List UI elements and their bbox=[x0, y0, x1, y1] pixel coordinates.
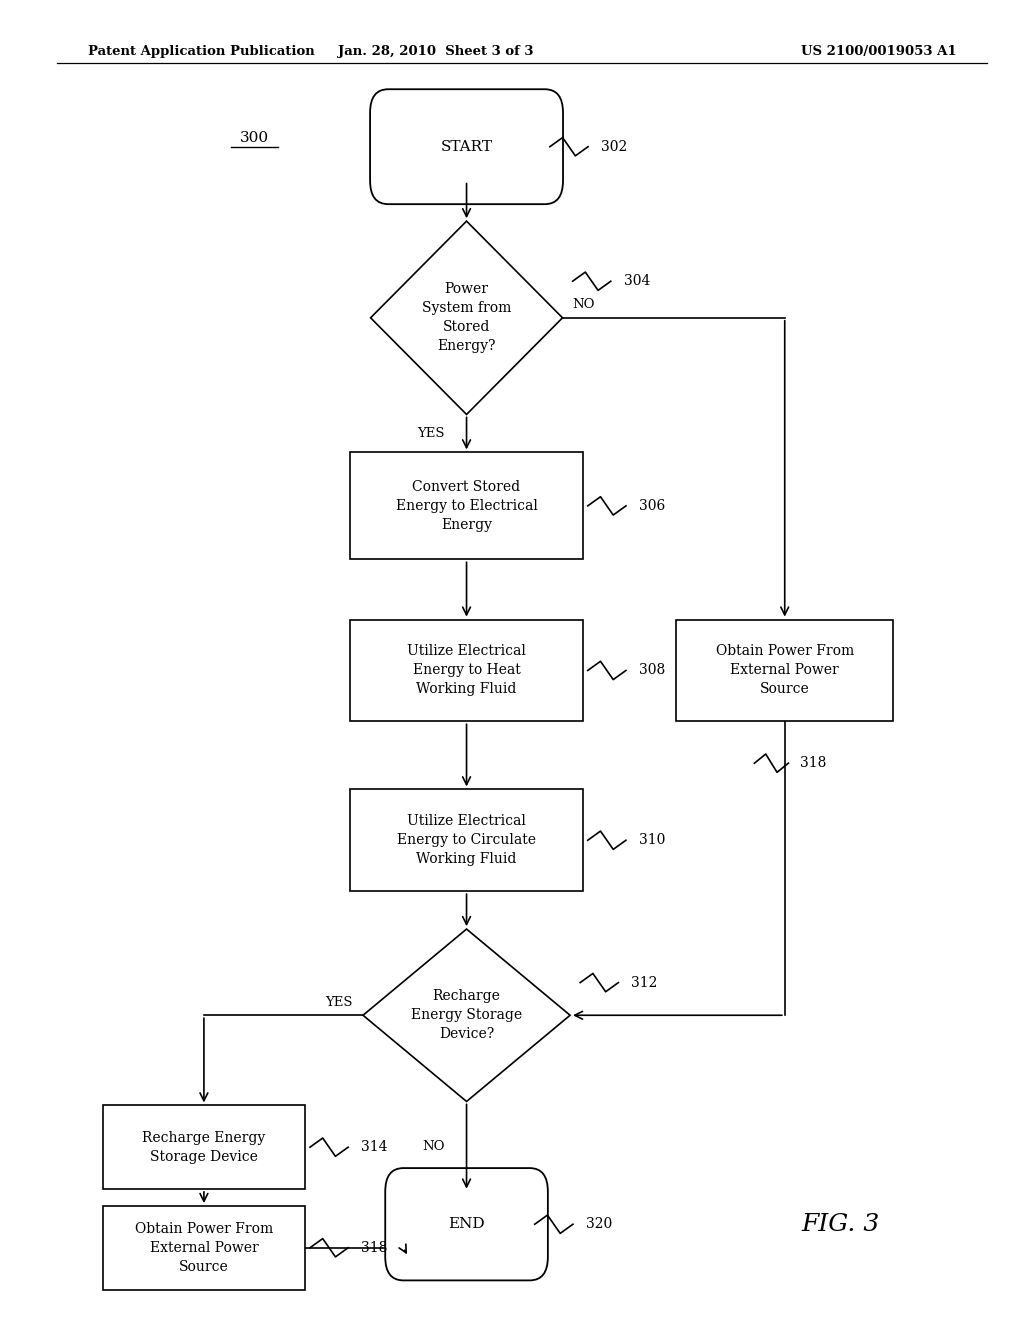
Text: END: END bbox=[449, 1217, 484, 1232]
Text: Power
System from
Stored
Energy?: Power System from Stored Energy? bbox=[422, 282, 511, 354]
Text: Recharge Energy
Storage Device: Recharge Energy Storage Device bbox=[142, 1131, 265, 1164]
Text: 312: 312 bbox=[631, 975, 657, 990]
Text: Utilize Electrical
Energy to Heat
Working Fluid: Utilize Electrical Energy to Heat Workin… bbox=[408, 644, 526, 697]
FancyBboxPatch shape bbox=[385, 1168, 548, 1280]
Text: 318: 318 bbox=[800, 756, 826, 770]
Text: Obtain Power From
External Power
Source: Obtain Power From External Power Source bbox=[716, 644, 854, 697]
Text: Obtain Power From
External Power
Source: Obtain Power From External Power Source bbox=[135, 1222, 273, 1274]
FancyBboxPatch shape bbox=[370, 90, 563, 205]
Text: NO: NO bbox=[422, 1140, 444, 1154]
Bar bbox=[676, 619, 893, 722]
Text: FIG. 3: FIG. 3 bbox=[801, 1213, 880, 1236]
Text: Jan. 28, 2010  Sheet 3 of 3: Jan. 28, 2010 Sheet 3 of 3 bbox=[339, 45, 534, 58]
Polygon shape bbox=[371, 222, 562, 414]
Text: 304: 304 bbox=[624, 275, 650, 288]
Bar bbox=[350, 453, 583, 560]
Polygon shape bbox=[364, 929, 570, 1101]
Text: Convert Stored
Energy to Electrical
Energy: Convert Stored Energy to Electrical Ener… bbox=[395, 480, 538, 532]
Bar bbox=[102, 1206, 305, 1290]
Text: NO: NO bbox=[572, 298, 595, 312]
Text: 310: 310 bbox=[639, 833, 665, 847]
Text: YES: YES bbox=[326, 995, 353, 1008]
Text: 318: 318 bbox=[360, 1241, 387, 1255]
Bar bbox=[102, 1105, 305, 1189]
Bar bbox=[350, 789, 583, 891]
Text: Patent Application Publication: Patent Application Publication bbox=[88, 45, 314, 58]
Text: 308: 308 bbox=[639, 664, 665, 677]
Text: US 2100/0019053 A1: US 2100/0019053 A1 bbox=[801, 45, 956, 58]
Text: 300: 300 bbox=[240, 131, 269, 145]
Text: 320: 320 bbox=[586, 1217, 612, 1232]
Text: 314: 314 bbox=[360, 1140, 387, 1154]
Bar bbox=[350, 619, 583, 722]
Text: Utilize Electrical
Energy to Circulate
Working Fluid: Utilize Electrical Energy to Circulate W… bbox=[397, 814, 536, 866]
Text: START: START bbox=[440, 140, 493, 153]
Text: 306: 306 bbox=[639, 499, 665, 513]
Text: Recharge
Energy Storage
Device?: Recharge Energy Storage Device? bbox=[411, 989, 522, 1041]
Text: 302: 302 bbox=[601, 140, 627, 153]
Text: YES: YES bbox=[417, 426, 444, 440]
